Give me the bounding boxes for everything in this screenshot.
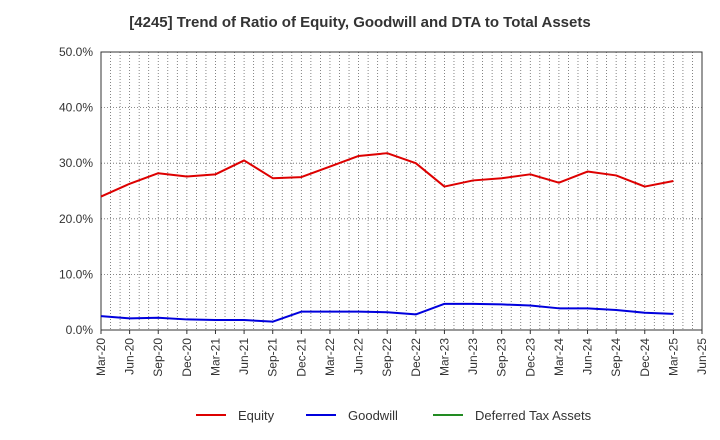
grid-layer (101, 52, 702, 330)
x-tick-label: Mar-25 (666, 338, 680, 376)
x-tick-label: Jun-22 (352, 338, 366, 375)
y-tick-label: 10.0% (59, 267, 93, 281)
x-tick-label: Mar-23 (437, 338, 451, 376)
x-tick-label: Mar-22 (323, 338, 337, 376)
x-tick-label: Dec-23 (523, 338, 537, 377)
x-tick-label: Dec-22 (409, 338, 423, 377)
y-tick-label: 20.0% (59, 212, 93, 226)
series-layer (100, 152, 674, 323)
series-line-goodwill (100, 302, 674, 323)
y-tick-label: 0.0% (66, 323, 94, 337)
chart-title: [4245] Trend of Ratio of Equity, Goodwil… (129, 14, 591, 31)
x-tick-label: Sep-20 (151, 338, 165, 377)
y-tick-label: 50.0% (59, 45, 93, 59)
x-tick-label: Sep-22 (380, 338, 394, 377)
x-tick-label: Mar-21 (208, 338, 222, 376)
legend: Equity Goodwill Deferred Tax Assets (196, 408, 592, 423)
x-tick-label: Jun-24 (581, 338, 595, 375)
x-tick-label: Jun-20 (123, 338, 137, 375)
x-tick-label: Sep-21 (266, 338, 280, 377)
x-tick-label: Mar-24 (552, 338, 566, 376)
y-tick-label: 30.0% (59, 156, 93, 170)
legend-label-deferred-tax-assets: Deferred Tax Assets (475, 408, 592, 423)
x-tick-label: Dec-20 (180, 338, 194, 377)
plot-border (100, 51, 703, 331)
x-tick-label: Dec-21 (294, 338, 308, 377)
x-tick-label: Jun-23 (466, 338, 480, 375)
legend-label-equity: Equity (238, 408, 275, 423)
x-tick-label: Jun-21 (237, 338, 251, 375)
x-tick-label: Mar-20 (94, 338, 108, 376)
x-tick-label: Jun-25 (695, 338, 709, 375)
legend-label-goodwill: Goodwill (348, 408, 398, 423)
x-tick-label: Dec-24 (638, 338, 652, 377)
x-tick-label: Sep-24 (609, 338, 623, 377)
y-tick-label: 40.0% (59, 101, 93, 115)
x-tick-label: Sep-23 (495, 338, 509, 377)
axis-layer: 0.0% 10.0% 20.0% 30.0% 40.0% 50.0% Mar-20 Jun-2… (59, 45, 709, 377)
